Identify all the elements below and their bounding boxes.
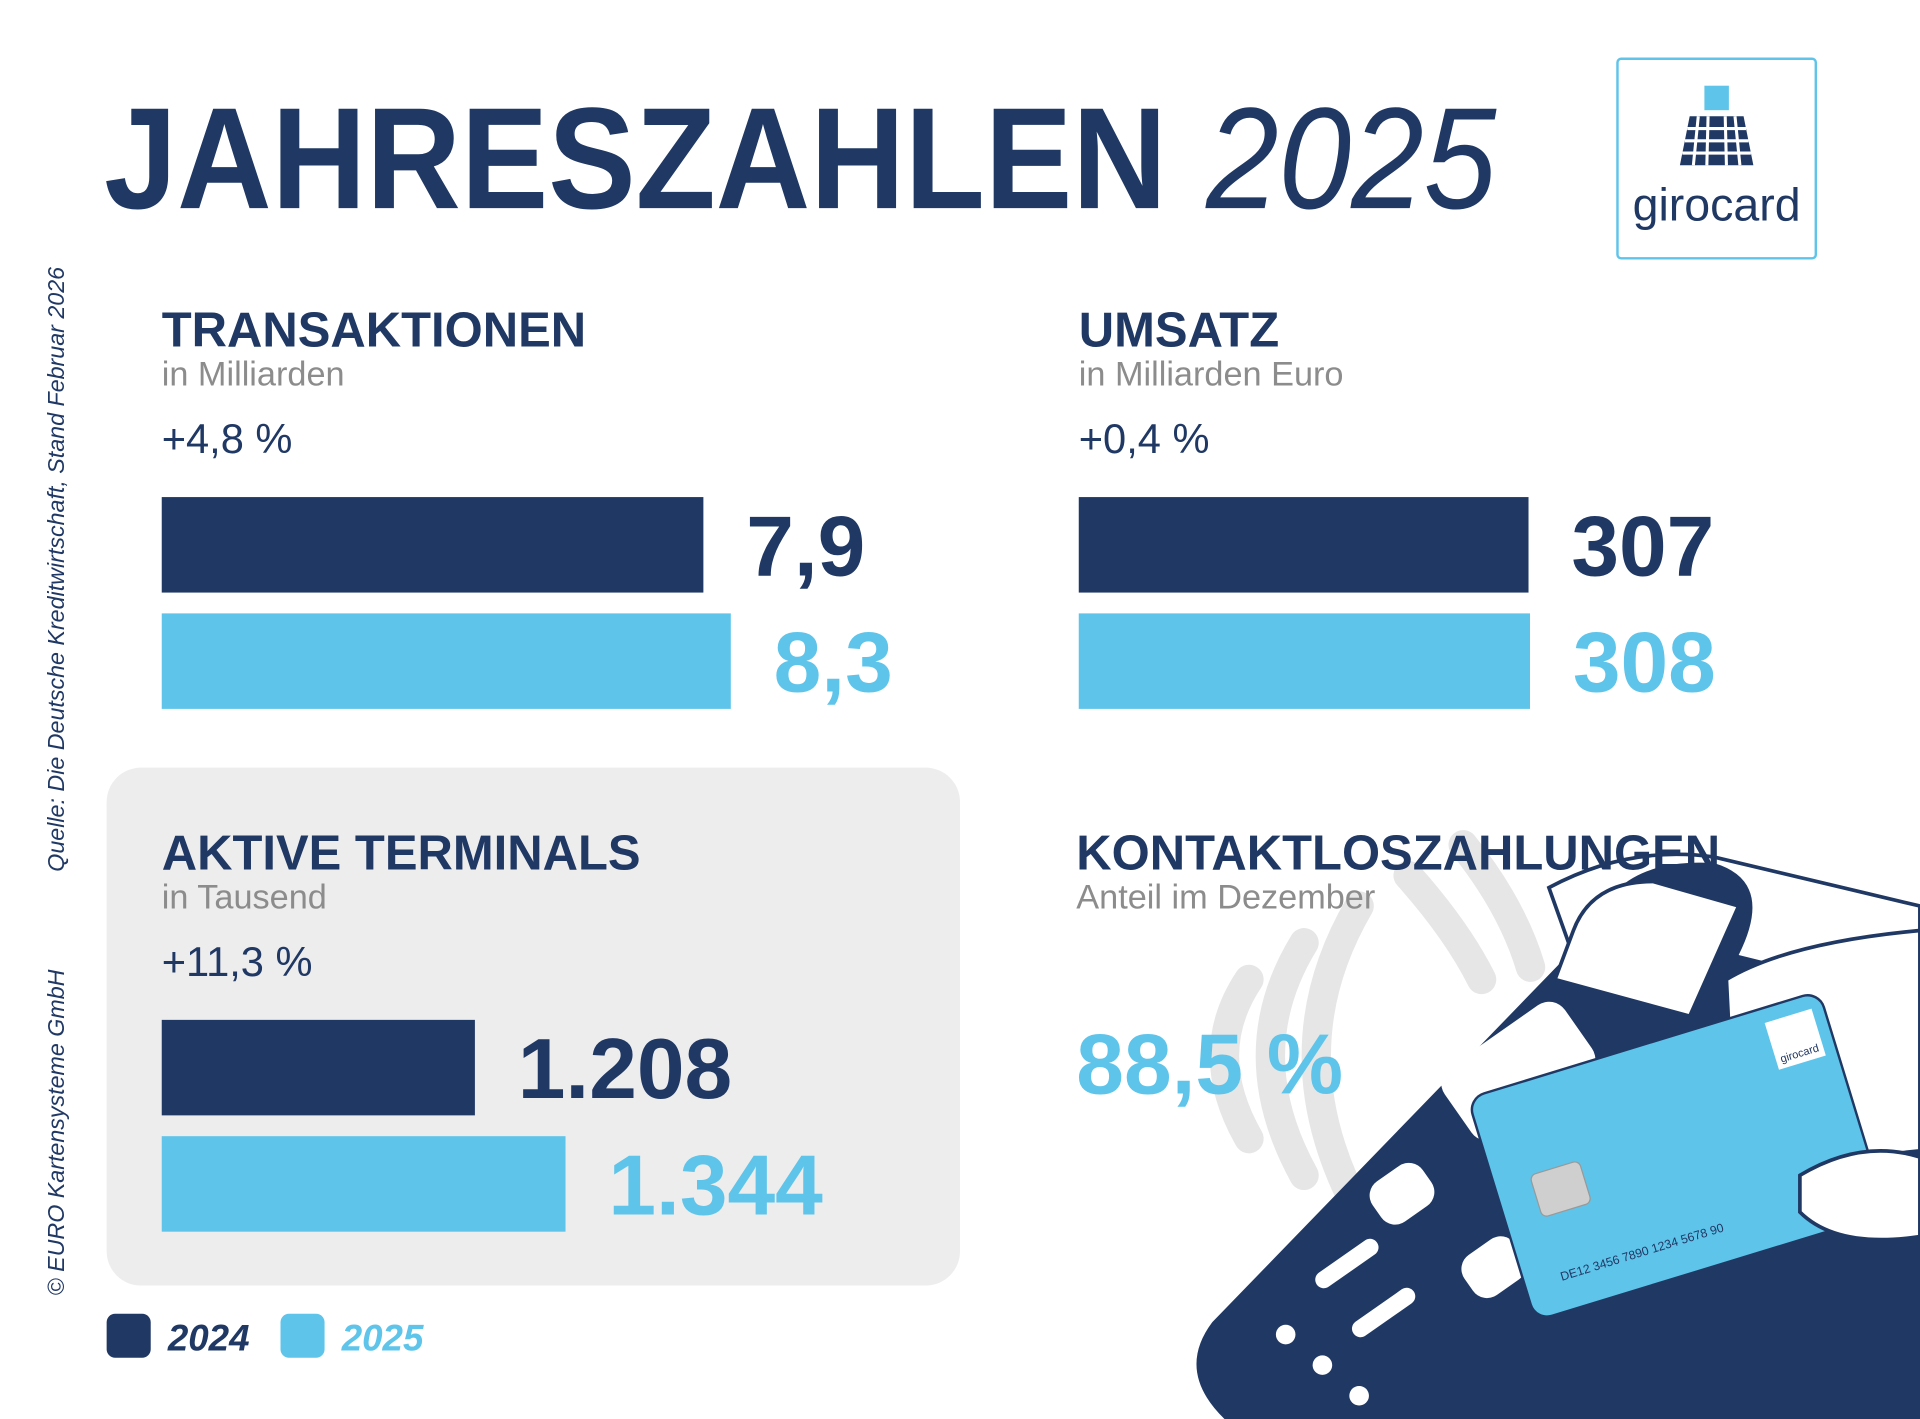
legend-label: 2024 — [167, 1317, 250, 1358]
card-logo-box — [1764, 1008, 1826, 1070]
bar — [161, 497, 704, 593]
bar — [161, 1019, 475, 1116]
bar — [161, 1136, 566, 1232]
card: girocard DE12 3456 7890 1234 5678 90 — [1470, 994, 1884, 1318]
chart-title: TRANSAKTIONEN — [162, 303, 586, 357]
chart-subtitle: Anteil im Dezember — [1076, 878, 1375, 916]
value-label: 1.208 — [518, 1021, 732, 1117]
contactless-waves — [1209, 830, 1546, 1227]
legend-swatch — [106, 1313, 151, 1358]
source: Quelle: Die Deutsche Kreditwirtschaft, S… — [43, 267, 69, 872]
page-year: 2025 — [1205, 77, 1497, 239]
legend: 2024 2025 — [106, 1313, 424, 1358]
legend-swatch — [280, 1313, 325, 1358]
chart-title: AKTIVE TERMINALS — [162, 826, 641, 880]
copyright: © EURO Kartensysteme GmbH — [43, 969, 69, 1295]
logo: girocard — [1616, 57, 1818, 260]
hand-fingers — [1798, 1149, 1920, 1242]
value-label: 1.344 — [608, 1138, 823, 1234]
receipt — [1552, 879, 1742, 1019]
change-annotation: +0,4 % — [1079, 415, 1210, 462]
logo-text: girocard — [1633, 178, 1801, 230]
change-annotation: +11,3 % — [162, 938, 313, 985]
chart-subtitle: in Milliarden — [162, 356, 345, 394]
illustration: girocard DE12 3456 7890 1234 5678 90 — [1196, 830, 1920, 1419]
chart-subtitle: in Milliarden Euro — [1079, 356, 1344, 394]
logo-grid-lines — [1682, 116, 1751, 166]
page-title: JAHRESZAHLEN — [104, 77, 1167, 239]
terminal-keys — [1275, 1162, 1527, 1406]
logo-arrow — [1704, 85, 1729, 111]
value-label: 8,3 — [774, 615, 893, 711]
value-label: 307 — [1571, 498, 1714, 594]
kpi-value: 88,5 % — [1076, 1016, 1343, 1112]
value-label: 308 — [1573, 615, 1716, 711]
change-annotation: +4,8 % — [162, 415, 293, 462]
bar — [1078, 497, 1529, 593]
bar — [161, 613, 731, 709]
chart-subtitle: in Tausend — [162, 878, 327, 916]
card-body — [1470, 994, 1884, 1318]
chart-title: KONTAKTLOSZAHLUNGEN — [1076, 826, 1720, 880]
bar — [1078, 613, 1530, 709]
value-label: 7,9 — [746, 498, 865, 594]
chart-title: UMSATZ — [1079, 303, 1279, 357]
card-chip — [1530, 1161, 1591, 1217]
legend-label: 2025 — [341, 1317, 424, 1358]
